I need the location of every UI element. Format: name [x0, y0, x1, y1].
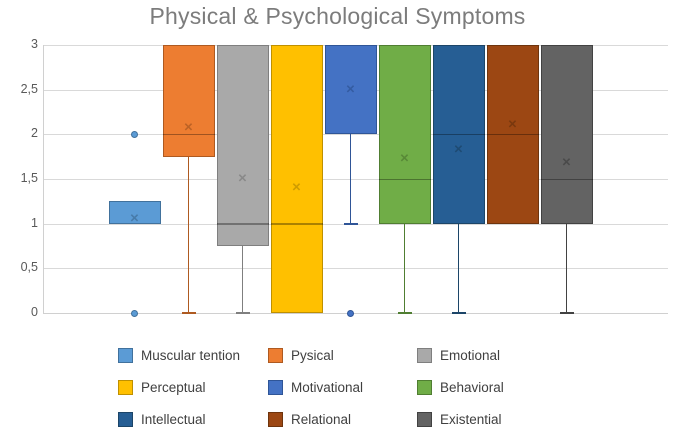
chart-title: Physical & Psychological Symptoms	[149, 3, 526, 29]
mean-marker-relational: ✕	[507, 119, 518, 132]
legend-label-existential: Existential	[440, 411, 502, 427]
median-line-behavioral	[378, 178, 431, 180]
outlier-dot-motivational-0	[347, 309, 354, 317]
whisker-existential	[565, 223, 568, 313]
box-plot-relational	[486, 45, 539, 224]
median-line-relational	[486, 133, 539, 136]
box-plot-motivational	[324, 45, 377, 135]
gridline-1,5	[43, 179, 668, 180]
mean-marker-existential: ✕	[561, 156, 572, 169]
legend-item-perceptual: Perceptual	[118, 379, 268, 395]
whisker-behavioral	[403, 223, 406, 313]
box-plot-intellectual	[432, 45, 485, 224]
legend-label-perceptual: Perceptual	[141, 379, 206, 395]
legend-label-emotional: Emotional	[440, 347, 501, 363]
legend-item-relational: Relational	[268, 411, 417, 427]
legend-swatch-perceptual	[118, 379, 133, 395]
chart-legend: Muscular tention Pysical Emotional Perceptu…	[118, 339, 504, 435]
whisker-pysical	[187, 156, 190, 313]
whisker-cap-intellectual	[451, 312, 466, 314]
legend-item-motivational: Motivational	[268, 379, 417, 395]
legend-swatch-motivational	[268, 379, 283, 395]
mean-marker-intellectual: ✕	[453, 143, 464, 156]
median-line-existential	[540, 178, 593, 180]
whisker-cap-pysical	[181, 312, 196, 314]
legend-swatch-muscular-tention	[118, 347, 133, 363]
y-axis-label-2,5: 2,5	[20, 81, 38, 96]
median-line-emotional	[216, 223, 269, 225]
box-plot-pysical	[162, 45, 215, 157]
outlier-dot-muscular-tention-0	[131, 130, 138, 138]
legend-swatch-emotional	[417, 347, 432, 363]
median-line-pysical	[162, 133, 215, 136]
mean-marker-behavioral: ✕	[399, 153, 410, 166]
gridline-2	[43, 134, 668, 136]
mean-marker-motivational: ✕	[345, 83, 356, 96]
mean-marker-pysical: ✕	[183, 122, 194, 135]
legend-label-relational: Relational	[291, 411, 352, 427]
legend-label-muscular-tention: Muscular tention	[141, 347, 241, 363]
box-plot-muscular-tention	[108, 201, 161, 224]
whisker-cap-existential	[559, 312, 574, 314]
whisker-motivational	[349, 134, 352, 224]
box-plot-perceptual	[270, 45, 323, 313]
legend-item-muscular-tention: Muscular tention	[118, 347, 268, 363]
median-line-intellectual	[432, 133, 485, 136]
median-line-perceptual	[270, 223, 323, 225]
whisker-cap-emotional	[235, 312, 250, 314]
y-axis-label-0: 0	[31, 305, 38, 319]
gridline-0,5	[43, 268, 668, 270]
y-axis-line	[43, 45, 44, 313]
legend-swatch-intellectual	[118, 411, 133, 427]
legend-swatch-existential	[417, 411, 432, 427]
legend-label-intellectual: Intellectual	[141, 411, 206, 427]
legend-item-behavioral: Behavioral	[417, 379, 504, 395]
mean-marker-emotional: ✕	[237, 173, 248, 185]
outlier-dot-muscular-tention-1	[131, 309, 138, 317]
legend-label-motivational: Motivational	[291, 379, 364, 395]
legend-item-pysical: Pysical	[268, 347, 417, 363]
whisker-cap-behavioral	[397, 312, 412, 314]
box-plot-emotional	[216, 45, 269, 246]
legend-item-intellectual: Intellectual	[118, 411, 268, 427]
y-axis-label-1,5: 1,5	[20, 171, 38, 185]
mean-marker-muscular-tention: ✕	[129, 213, 140, 226]
y-axis-label-3: 3	[31, 37, 38, 51]
box-plot-behavioral	[378, 45, 431, 224]
y-axis-label-0,5: 0,5	[20, 260, 38, 275]
box-plot-existential	[540, 45, 593, 224]
mean-marker-perceptual: ✕	[291, 181, 302, 194]
legend-label-behavioral: Behavioral	[440, 379, 504, 395]
legend-swatch-behavioral	[417, 379, 432, 395]
y-axis-label-2: 2	[31, 126, 38, 141]
legend-item-existential: Existential	[417, 411, 504, 427]
legend-item-emotional: Emotional	[417, 347, 504, 363]
legend-swatch-pysical	[268, 347, 283, 363]
whisker-emotional	[241, 246, 244, 313]
legend-swatch-relational	[268, 411, 283, 427]
whisker-intellectual	[457, 223, 460, 313]
y-axis-label-1: 1	[31, 215, 38, 230]
x-axis-line	[43, 313, 668, 314]
whisker-cap-motivational	[343, 222, 358, 225]
legend-label-pysical: Pysical	[291, 347, 334, 363]
